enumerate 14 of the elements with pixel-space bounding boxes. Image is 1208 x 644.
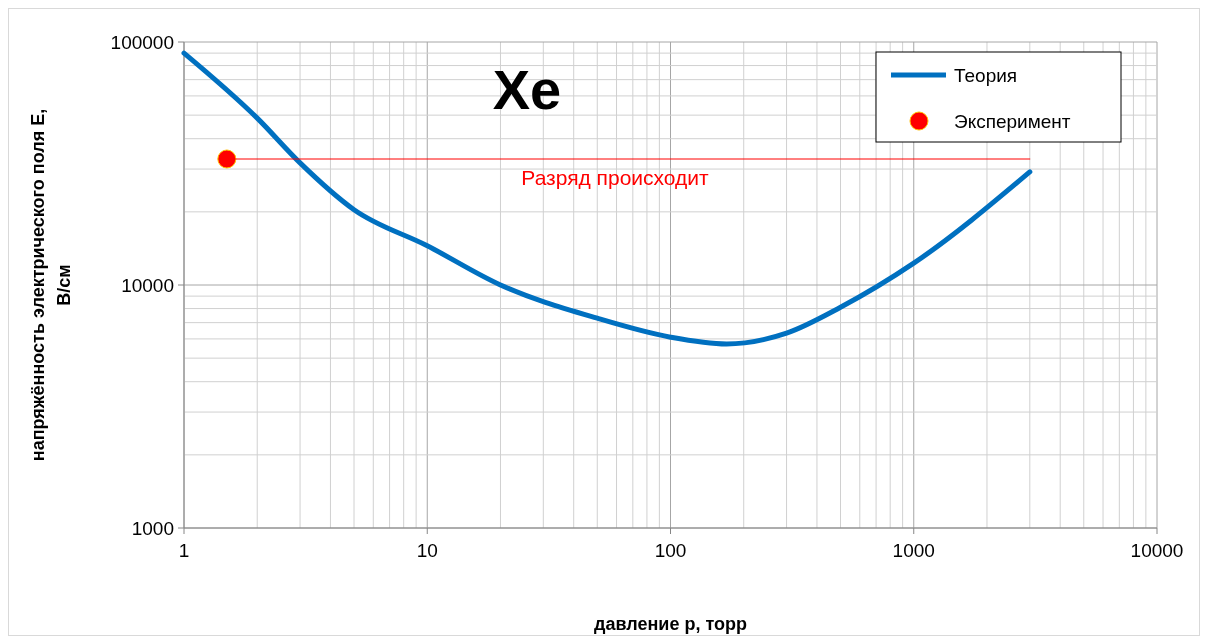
x-tick-label: 1 — [178, 540, 190, 561]
x-tick-label: 10000 — [1130, 540, 1184, 561]
x-axis-title: давление p, торр — [594, 614, 747, 634]
x-tick-label: 10 — [416, 540, 438, 561]
y-axis-title: напряжённость электрического поля E, В/см — [28, 108, 74, 462]
x-tick-label: 100 — [654, 540, 687, 561]
y-tick-label: 1000 — [131, 518, 174, 539]
legend-label: Эксперимент — [954, 111, 1071, 132]
y-tick-label: 100000 — [110, 32, 174, 53]
x-tick-label: 1000 — [892, 540, 935, 561]
annotation: Xe — [492, 57, 562, 121]
annotation: Разряд происходит — [521, 165, 710, 189]
legend-label: Теория — [954, 65, 1018, 86]
y-tick-label: 10000 — [121, 275, 174, 296]
